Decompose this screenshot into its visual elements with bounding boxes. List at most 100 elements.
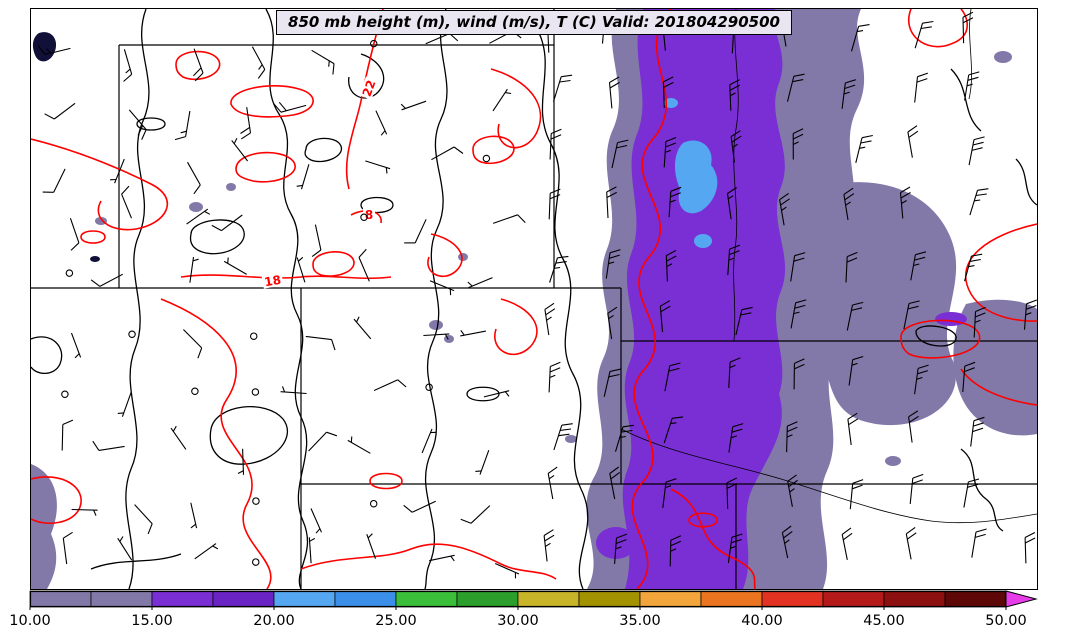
temperature-contour (472, 135, 515, 164)
wind-barb (421, 428, 437, 454)
wind-barb (846, 301, 864, 331)
barb-half-tick (913, 263, 920, 267)
barb-staff (44, 47, 71, 56)
barb-full-tick (670, 540, 682, 547)
barb-full-tick (606, 191, 617, 198)
barb-full-tick (608, 373, 620, 378)
barb-staff (905, 533, 912, 560)
wind-barb (494, 562, 520, 579)
shaded-speck-10 (994, 51, 1012, 63)
wind-barb (353, 316, 372, 340)
height-contour (1015, 158, 1037, 206)
wind-barb (311, 224, 322, 258)
wind-barb (189, 256, 199, 283)
barb-full-tick (726, 483, 738, 489)
barb-staff (971, 531, 977, 558)
wind-barb (174, 110, 191, 141)
barb-full-tick (975, 193, 987, 197)
shaded-speck-10 (429, 320, 443, 330)
barb-staff (848, 359, 854, 386)
wind-barb (70, 332, 82, 359)
wind-barb (786, 421, 798, 453)
barb-staff (553, 425, 563, 451)
barb-half-tick (467, 281, 473, 287)
barb-full-tick (561, 423, 573, 426)
barb-staff (903, 303, 910, 330)
wind-barb (423, 333, 450, 340)
barb-staff (899, 192, 904, 219)
barb-full-tick (273, 103, 282, 113)
barb-staff (662, 482, 667, 508)
state-borders-layer (31, 9, 1037, 589)
barb-staff (668, 191, 672, 218)
wind-barb (251, 388, 260, 396)
barb-full-tick (793, 73, 805, 77)
barb-staff (726, 482, 729, 509)
temperature-contour (427, 233, 463, 277)
colorbar-segment (334, 590, 397, 608)
barb-full-tick (974, 533, 986, 538)
barb-staff (251, 46, 266, 70)
wind-barb (730, 130, 742, 163)
barb-full-tick (915, 251, 927, 256)
barb-half-tick (549, 374, 556, 379)
temperature-contour (900, 319, 981, 359)
wind-barbs-layer (37, 11, 1037, 579)
wind-barb (183, 329, 203, 359)
barb-full-tick (729, 250, 740, 256)
barb-full-tick (779, 192, 789, 201)
barb-staff (69, 218, 80, 243)
wind-barb (123, 49, 133, 82)
barb-staff (425, 32, 450, 45)
barb-staff (221, 214, 243, 232)
barb-full-tick (727, 187, 738, 194)
barb-full-tick (666, 255, 677, 262)
barb-staff (908, 416, 913, 443)
barb-full-tick (908, 300, 920, 305)
wind-barb (121, 185, 133, 219)
wind-barb (1023, 299, 1037, 330)
barb-full-tick (908, 410, 919, 418)
barb-full-tick (969, 258, 981, 262)
wind-barb (973, 306, 986, 338)
barb-staff (549, 257, 559, 283)
barb-half-tick (901, 200, 907, 204)
barb-half-tick (46, 48, 51, 54)
wind-barb (663, 136, 677, 168)
wind-barb (548, 361, 561, 393)
barb-half-tick (444, 333, 449, 340)
barb-full-tick (193, 67, 202, 77)
wind-barb (552, 74, 573, 102)
wind-barb (787, 474, 798, 507)
barb-full-tick (557, 255, 569, 259)
barb-full-tick (794, 358, 805, 364)
wind-barb (728, 357, 741, 389)
height-contour (209, 406, 289, 465)
barb-full-tick (606, 186, 617, 193)
wind-barb (603, 368, 621, 397)
colorbar-segment (883, 590, 946, 608)
barb-full-tick (848, 418, 859, 426)
barb-half-tick (119, 536, 124, 542)
barb-full-tick (550, 134, 562, 140)
barb-staff (549, 133, 552, 160)
barb-full-tick (846, 257, 858, 263)
barb-staff (614, 426, 624, 452)
shaded-speck-10 (226, 183, 236, 191)
barb-full-tick (783, 530, 793, 539)
wind-barb (187, 161, 201, 195)
barb-staff (850, 26, 860, 52)
colorbar-segment (151, 590, 214, 608)
barb-full-tick (559, 79, 571, 83)
temperature-contour (964, 223, 1037, 322)
barb-full-tick (544, 534, 555, 542)
calm-wind-circle (251, 388, 260, 396)
shaded-region-15 (622, 9, 786, 589)
barb-half-tick (212, 545, 219, 550)
barb-half-tick (117, 412, 124, 414)
barb-half-tick (190, 523, 197, 529)
barb-staff (186, 208, 209, 225)
wind-barb (373, 379, 407, 392)
barb-full-tick (1024, 532, 1036, 538)
wind-barb (665, 250, 677, 282)
